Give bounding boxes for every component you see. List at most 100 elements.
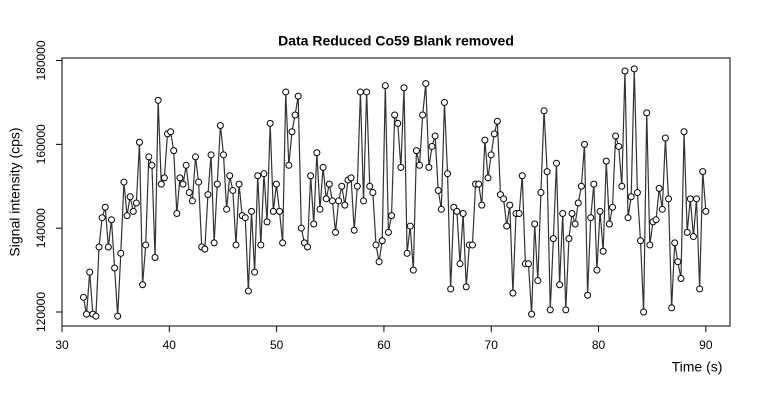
y-tick-label: 140000 [34, 208, 48, 248]
data-point [291, 111, 299, 119]
data-point [204, 191, 212, 199]
data-point [661, 134, 669, 142]
data-point [580, 140, 588, 148]
data-point [500, 195, 508, 203]
data-point [400, 84, 408, 92]
data-point [95, 243, 103, 251]
data-point [372, 241, 380, 249]
data-point [630, 65, 638, 73]
chart-title: Data Reduced Co59 Blank removed [278, 33, 514, 49]
data-point [360, 197, 368, 205]
data-point [493, 117, 501, 125]
data-point [549, 235, 557, 243]
data-point [353, 182, 361, 190]
data-point [599, 247, 607, 255]
data-point [431, 132, 439, 140]
data-point [157, 180, 165, 188]
data-point [347, 174, 355, 182]
x-tick-label: 70 [485, 338, 499, 352]
data-point [313, 149, 321, 157]
data-point [92, 312, 100, 320]
data-point [182, 161, 190, 169]
data-point [207, 151, 215, 159]
data-point [475, 180, 483, 188]
x-axis-label: Time (s) [672, 359, 723, 375]
data-point [375, 258, 383, 266]
x-tick-label: 60 [377, 338, 391, 352]
data-point [618, 182, 626, 190]
data-point [409, 266, 417, 274]
data-point [459, 210, 467, 218]
data-point [310, 220, 318, 228]
data-point [397, 163, 405, 171]
data-point [307, 172, 315, 180]
data-point [696, 285, 704, 293]
data-point [260, 170, 268, 178]
data-point [621, 67, 629, 75]
data-point [335, 197, 343, 205]
y-tick-label: 160000 [34, 124, 48, 164]
y-axis-label: Signal intensity (cps) [7, 127, 23, 256]
data-point [633, 189, 641, 197]
data-point [272, 180, 280, 188]
data-point [179, 180, 187, 188]
data-point [674, 258, 682, 266]
data-point [226, 172, 234, 180]
data-point [381, 82, 389, 90]
data-point [453, 207, 461, 215]
plot-box [61, 57, 731, 327]
data-point [503, 222, 511, 230]
data-point [608, 203, 616, 211]
y-tick-label: 180000 [34, 40, 48, 80]
data-point [693, 195, 701, 203]
data-point [605, 220, 613, 228]
data-point [135, 138, 143, 146]
data-point [447, 285, 455, 293]
data-point [114, 312, 122, 320]
data-point [282, 88, 290, 96]
data-point [269, 207, 277, 215]
data-point [612, 132, 620, 140]
data-point [534, 277, 542, 285]
data-point [151, 254, 159, 262]
data-point [543, 168, 551, 176]
data-point [213, 180, 221, 188]
data-point [79, 293, 87, 301]
data-point [160, 174, 168, 182]
data-point [683, 228, 691, 236]
data-point [388, 212, 396, 220]
data-point [176, 174, 184, 182]
data-point [304, 243, 312, 251]
data-point [111, 264, 119, 272]
data-point [173, 210, 181, 218]
data-point [328, 197, 336, 205]
data-point [325, 180, 333, 188]
data-point [640, 308, 648, 316]
data-point [263, 218, 271, 226]
data-point [126, 193, 134, 201]
data-point [702, 207, 710, 215]
data-point [104, 243, 112, 251]
data-point [254, 172, 262, 180]
data-point [428, 142, 436, 150]
data-point [528, 310, 536, 318]
data-point [123, 212, 131, 220]
data-point [478, 201, 486, 209]
data-point [552, 159, 560, 167]
data-point [223, 205, 231, 213]
data-point [537, 189, 545, 197]
data-point [210, 239, 218, 247]
data-point [481, 136, 489, 144]
data-point [120, 178, 128, 186]
data-point [297, 224, 305, 232]
data-point [627, 193, 635, 201]
data-point [139, 281, 147, 289]
x-tick-label: 30 [55, 338, 69, 352]
x-tick-label: 50 [270, 338, 284, 352]
data-point [117, 249, 125, 257]
data-point [680, 128, 688, 136]
data-point [248, 207, 256, 215]
data-point [369, 189, 377, 197]
data-point [602, 157, 610, 165]
